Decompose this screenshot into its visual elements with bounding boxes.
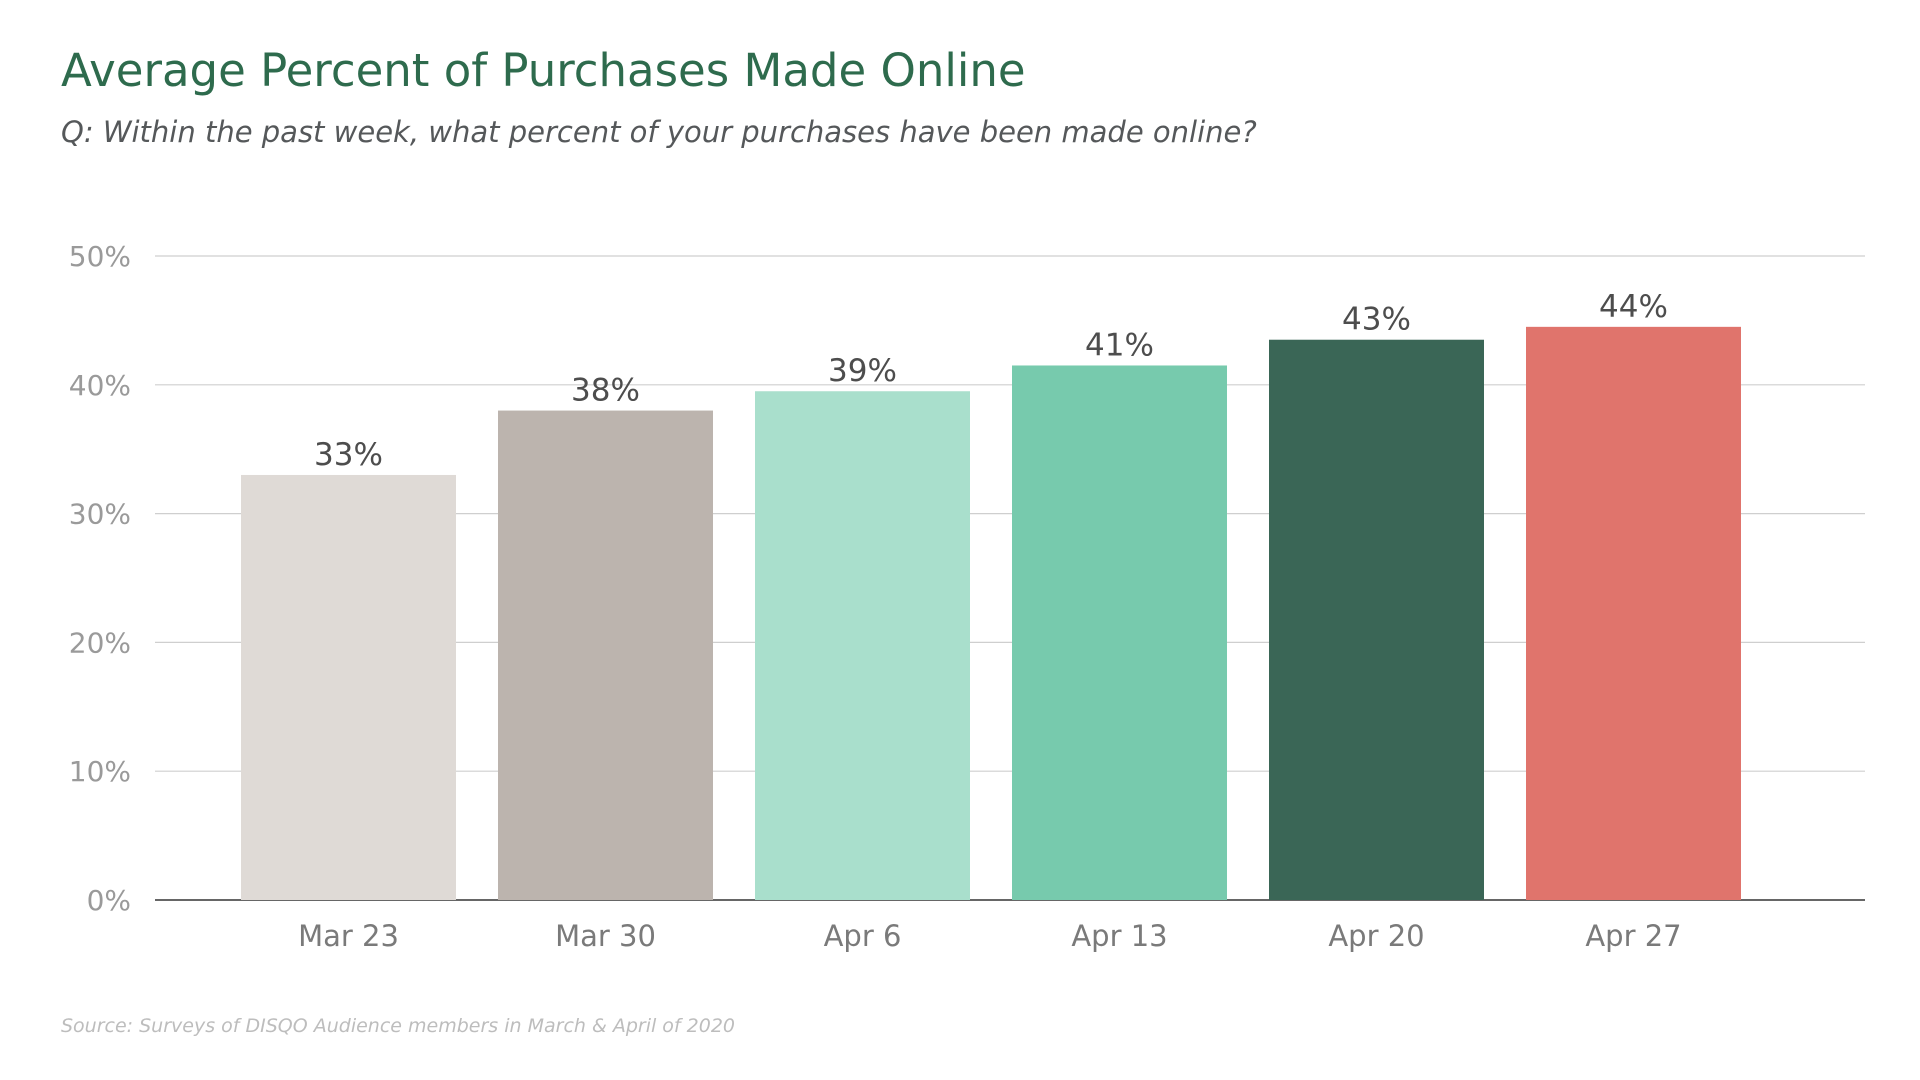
x-tick-label: Apr 20 bbox=[1328, 919, 1424, 953]
x-tick-label: Mar 23 bbox=[298, 919, 399, 953]
bar bbox=[1526, 326, 1741, 901]
y-tick-label: 40% bbox=[69, 369, 131, 402]
x-axis: Mar 23 Mar 30 Apr 6 Apr 13 Apr 20 Apr 27 bbox=[298, 919, 1682, 953]
data-label: 33% bbox=[314, 437, 383, 473]
source-note: Source: Surveys of DISQO Audience member… bbox=[61, 1015, 735, 1037]
bar-chart: 0% 10% 20% 30% 40% 50% 33% 38% 39% 41% 43% 44% Mar… bbox=[69, 240, 1865, 953]
y-tick-label: 50% bbox=[69, 240, 131, 273]
data-label: 43% bbox=[1342, 302, 1411, 338]
x-tick-label: Apr 6 bbox=[824, 919, 902, 953]
y-tick-label: 0% bbox=[87, 884, 131, 917]
bar bbox=[241, 474, 456, 900]
chart-subtitle: Q: Within the past week, what percent of… bbox=[61, 115, 1257, 149]
bar bbox=[498, 410, 713, 900]
data-label: 38% bbox=[571, 373, 640, 409]
data-labels: 33% 38% 39% 41% 43% 44% bbox=[314, 289, 1668, 473]
chart-title: Average Percent of Purchases Made Online bbox=[61, 44, 1026, 97]
y-axis: 0% 10% 20% 30% 40% 50% bbox=[69, 240, 131, 917]
data-label: 44% bbox=[1599, 289, 1668, 325]
y-tick-label: 20% bbox=[69, 626, 131, 659]
bar bbox=[755, 391, 970, 900]
x-tick-label: Apr 13 bbox=[1071, 919, 1167, 953]
bars bbox=[241, 326, 1741, 901]
x-tick-label: Mar 30 bbox=[555, 919, 656, 953]
data-label: 39% bbox=[828, 353, 897, 389]
bar bbox=[1269, 339, 1484, 901]
data-label: 41% bbox=[1085, 327, 1154, 363]
bar bbox=[1012, 365, 1227, 901]
y-tick-label: 10% bbox=[69, 755, 131, 788]
x-tick-label: Apr 27 bbox=[1585, 919, 1681, 953]
y-tick-label: 30% bbox=[69, 498, 131, 531]
